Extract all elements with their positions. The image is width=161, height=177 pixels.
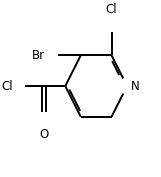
Text: O: O bbox=[39, 128, 48, 141]
Text: Cl: Cl bbox=[1, 79, 13, 93]
Text: N: N bbox=[131, 79, 140, 93]
Text: Cl: Cl bbox=[106, 3, 117, 16]
Text: Br: Br bbox=[32, 49, 45, 62]
